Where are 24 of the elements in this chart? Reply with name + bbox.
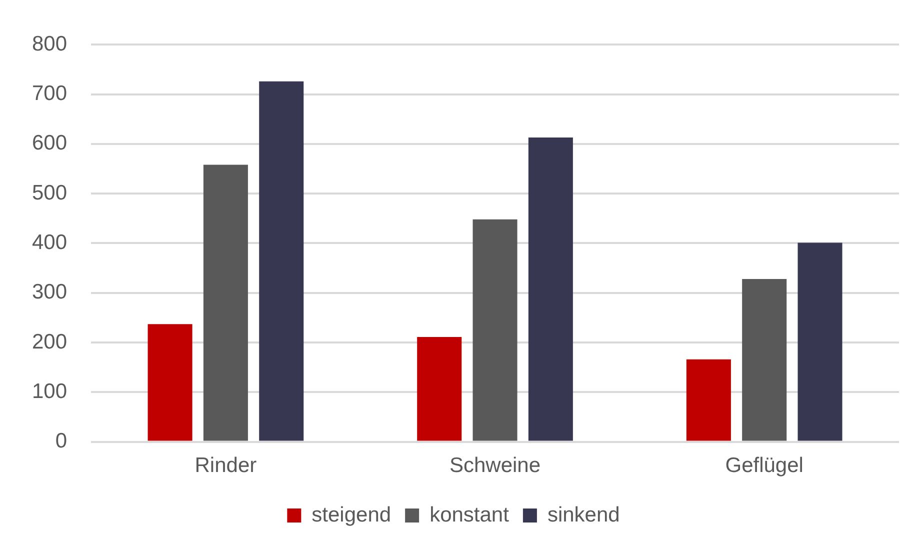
y-tick-label: 300 xyxy=(32,280,68,304)
y-tick-label: 0 xyxy=(55,430,68,453)
bar xyxy=(528,137,573,441)
bar xyxy=(417,337,462,441)
y-tick-label: 800 xyxy=(32,32,68,56)
bar xyxy=(148,324,192,441)
bar xyxy=(203,164,248,441)
x-tick-label: Schweine xyxy=(449,454,541,478)
bar xyxy=(472,219,518,441)
y-tick-label: 500 xyxy=(32,181,68,204)
y-tick-label: 400 xyxy=(32,230,68,254)
y-tick-label: 700 xyxy=(32,82,68,106)
y-tick-label: 600 xyxy=(32,132,68,155)
legend-label: sinkend xyxy=(547,503,620,526)
bar xyxy=(686,359,731,441)
x-tick-label: Geflügel xyxy=(725,454,804,478)
bar xyxy=(742,278,787,441)
y-tick-label: 200 xyxy=(32,330,68,354)
x-tick-label: Rinder xyxy=(194,454,257,478)
legend-label: steigend xyxy=(312,503,392,526)
bar xyxy=(259,81,304,441)
bar xyxy=(798,242,842,441)
legend-label: konstant xyxy=(430,503,510,526)
y-tick-label: 100 xyxy=(32,380,68,403)
